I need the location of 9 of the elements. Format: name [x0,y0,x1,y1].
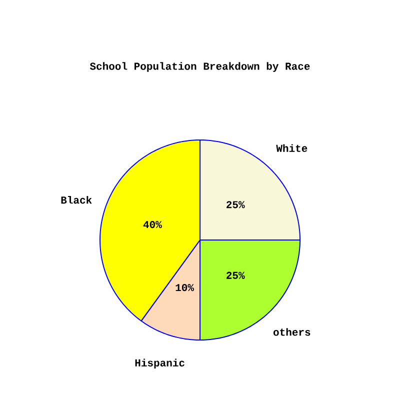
chart-title: School Population Breakdown by Race [90,62,310,72]
slice-label: Hispanic [135,358,184,369]
slice-label: White [276,144,308,152]
slice-label: Black [61,196,92,204]
data-label: 25% [226,272,245,279]
data-label: 25% [226,201,245,208]
data-label: 10% [176,284,194,292]
slice-label: others [273,328,310,336]
data-label: 40% [143,220,162,228]
